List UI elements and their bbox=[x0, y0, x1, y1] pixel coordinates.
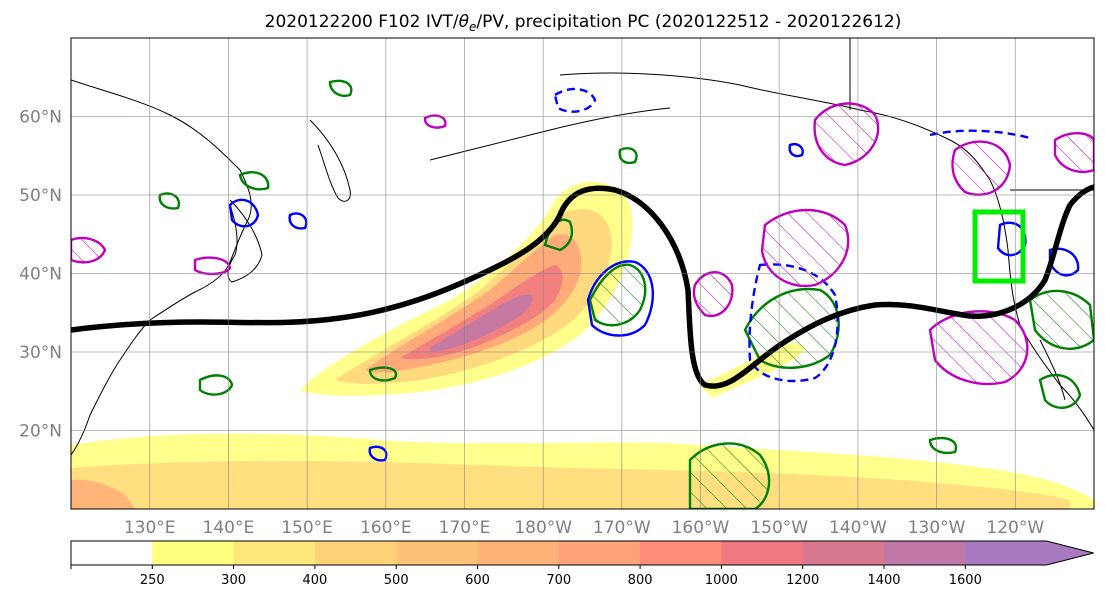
ivt-shade-700 bbox=[365, 234, 582, 373]
colorbar-tick-label: 800 bbox=[628, 573, 653, 588]
colorbar-extend-max bbox=[965, 541, 1094, 565]
colorbar-tick-label: 250 bbox=[140, 573, 165, 588]
precip-pc-contour bbox=[423, 114, 447, 129]
japan-coastline bbox=[227, 199, 263, 283]
graticule bbox=[71, 38, 1094, 509]
theta-e-contour bbox=[158, 192, 181, 210]
precip-pc-contour bbox=[692, 271, 734, 318]
precip-pc-contour bbox=[193, 256, 232, 276]
colorbar-tick-label: 600 bbox=[465, 573, 490, 588]
colorbar-ticks: 250 300 400 500 600 700 800 1000 1200 1400 1600 bbox=[70, 565, 982, 588]
precip-pc-contours bbox=[71, 102, 1094, 386]
lon-label: 170°W bbox=[593, 518, 651, 538]
coastlines bbox=[71, 38, 1094, 456]
pv-contour bbox=[1048, 247, 1080, 277]
colorbar-segment bbox=[396, 541, 478, 565]
colorbar-tick-label: 1400 bbox=[867, 573, 900, 588]
colorbar-tick-label: 400 bbox=[302, 573, 327, 588]
theta-e-contour bbox=[238, 171, 270, 191]
colorbar: 250 300 400 500 600 700 800 1000 1200 1400 1600 bbox=[70, 540, 1094, 588]
kamchatka-coastline bbox=[309, 119, 351, 202]
lat-label: 20°N bbox=[19, 422, 62, 442]
colorbar-outline bbox=[70, 540, 1094, 566]
baja-coastline bbox=[1039, 339, 1066, 401]
colorbar-segments bbox=[71, 541, 1094, 565]
colorbar-segment bbox=[71, 541, 153, 565]
ivt-shade-tropics-inner bbox=[71, 460, 1070, 509]
theta-e-contour bbox=[618, 147, 638, 164]
colorbar-segment bbox=[233, 541, 316, 565]
theta-e-contour bbox=[328, 79, 353, 97]
colorbar-tick-label: 300 bbox=[221, 573, 246, 588]
lat-label: 30°N bbox=[19, 343, 62, 363]
colorbar-segment bbox=[558, 541, 641, 565]
chart-title: 2020122200 F102 IVT/θe/PV, precipitation… bbox=[265, 12, 902, 34]
colorbar-segment bbox=[721, 541, 804, 565]
precip-pc-contour bbox=[813, 102, 880, 167]
theta-e-contours bbox=[158, 79, 1094, 509]
colorbar-tick-label: 1000 bbox=[705, 573, 738, 588]
lon-label: 150°E bbox=[281, 518, 333, 538]
lon-label: 120°W bbox=[986, 518, 1044, 538]
colorbar-segment bbox=[314, 541, 397, 565]
target-box bbox=[972, 209, 1026, 284]
map-frame bbox=[70, 37, 1095, 510]
pv-contour bbox=[586, 260, 654, 337]
theta-e-contour bbox=[928, 436, 958, 454]
lon-label: 130°W bbox=[908, 518, 966, 538]
colorbar-segment bbox=[640, 541, 722, 565]
theta-e-contour bbox=[198, 374, 234, 396]
lat-labels: 60°N 50°N 40°N 30°N 20°N bbox=[19, 108, 62, 442]
lat-label: 60°N bbox=[19, 108, 62, 128]
pv-contour bbox=[368, 445, 388, 462]
lon-label: 170°E bbox=[439, 518, 491, 538]
theta-e-contour bbox=[688, 442, 771, 509]
lat-label: 40°N bbox=[19, 265, 62, 285]
colorbar-tick-label: 500 bbox=[384, 573, 409, 588]
ivt-shade-1000 bbox=[400, 265, 563, 360]
alaska-coastline bbox=[559, 72, 991, 181]
ivt-shade-tropics-core bbox=[71, 479, 135, 509]
lon-label: 160°W bbox=[672, 518, 730, 538]
colorbar-tick-label: 1200 bbox=[786, 573, 819, 588]
ivt-shade-1400 bbox=[429, 294, 533, 352]
pv-contour-dashed bbox=[553, 87, 597, 113]
precip-pc-contour bbox=[928, 310, 1029, 386]
pv-contour bbox=[788, 143, 804, 158]
precip-pc-contour bbox=[760, 208, 850, 288]
colorbar-tick-label: 700 bbox=[546, 573, 571, 588]
lon-label: 140°E bbox=[203, 518, 255, 538]
precip-pc-contour bbox=[951, 140, 1012, 196]
theta-e-contour bbox=[1038, 373, 1082, 409]
lon-label: 150°W bbox=[750, 518, 808, 538]
lat-label: 50°N bbox=[19, 186, 62, 206]
theta-e-contour bbox=[1028, 289, 1094, 350]
pv-contour bbox=[288, 212, 308, 230]
precip-pc-contour bbox=[1053, 132, 1094, 174]
colorbar-segment bbox=[477, 541, 560, 565]
lon-label: 130°E bbox=[124, 518, 176, 538]
lon-label: 140°W bbox=[829, 518, 887, 538]
thick-black-contour bbox=[71, 184, 1094, 389]
colorbar-segment bbox=[884, 541, 966, 565]
lon-label: 160°E bbox=[360, 518, 412, 538]
aleutian-coastline bbox=[429, 107, 671, 161]
lon-label: 180°W bbox=[514, 518, 572, 538]
pv-contour bbox=[228, 198, 260, 228]
asia-coastline bbox=[71, 79, 252, 456]
colorbar-segment bbox=[152, 541, 235, 565]
lon-labels: 130°E 140°E 150°E 160°E 170°E 180°W 170°… bbox=[124, 518, 1045, 538]
theta-e-contour bbox=[368, 366, 398, 382]
precip-pc-contour bbox=[71, 236, 107, 264]
colorbar-tick-label: 1600 bbox=[949, 573, 982, 588]
map-area bbox=[70, 37, 1095, 510]
colorbar-segment bbox=[802, 541, 885, 565]
